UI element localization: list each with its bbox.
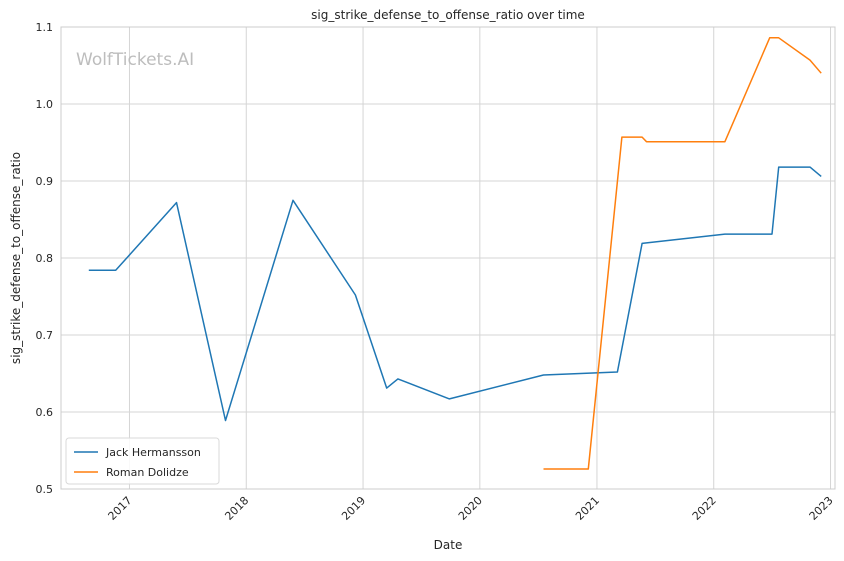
x-axis-title: Date (434, 538, 463, 552)
series-line-jack-hermansson (88, 166, 822, 422)
y-tick-label: 0.8 (36, 252, 54, 265)
plot-frame (60, 26, 836, 490)
y-tick-label: 1.0 (36, 98, 54, 111)
series-layer (88, 37, 822, 470)
y-axis-title: sig_strike_defense_to_offense_ratio (9, 152, 23, 364)
watermark: WolfTickets.AI (76, 50, 194, 70)
legend-label-roman-dolidze: Roman Dolidze (106, 466, 189, 479)
y-tick-label: 0.5 (36, 483, 54, 496)
legend-box (65, 437, 220, 485)
legend: Jack Hermansson Roman Dolidze (65, 437, 220, 485)
y-tick-label: 0.6 (36, 406, 54, 419)
series-line-roman-dolidze (543, 37, 822, 470)
y-tick-label: 0.7 (36, 329, 54, 342)
y-tick-label: 1.1 (36, 21, 54, 34)
legend-label-jack-hermansson: Jack Hermansson (105, 446, 201, 459)
y-tick-label: 0.9 (36, 175, 54, 188)
chart-title: sig_strike_defense_to_offense_ratio over… (311, 8, 585, 22)
